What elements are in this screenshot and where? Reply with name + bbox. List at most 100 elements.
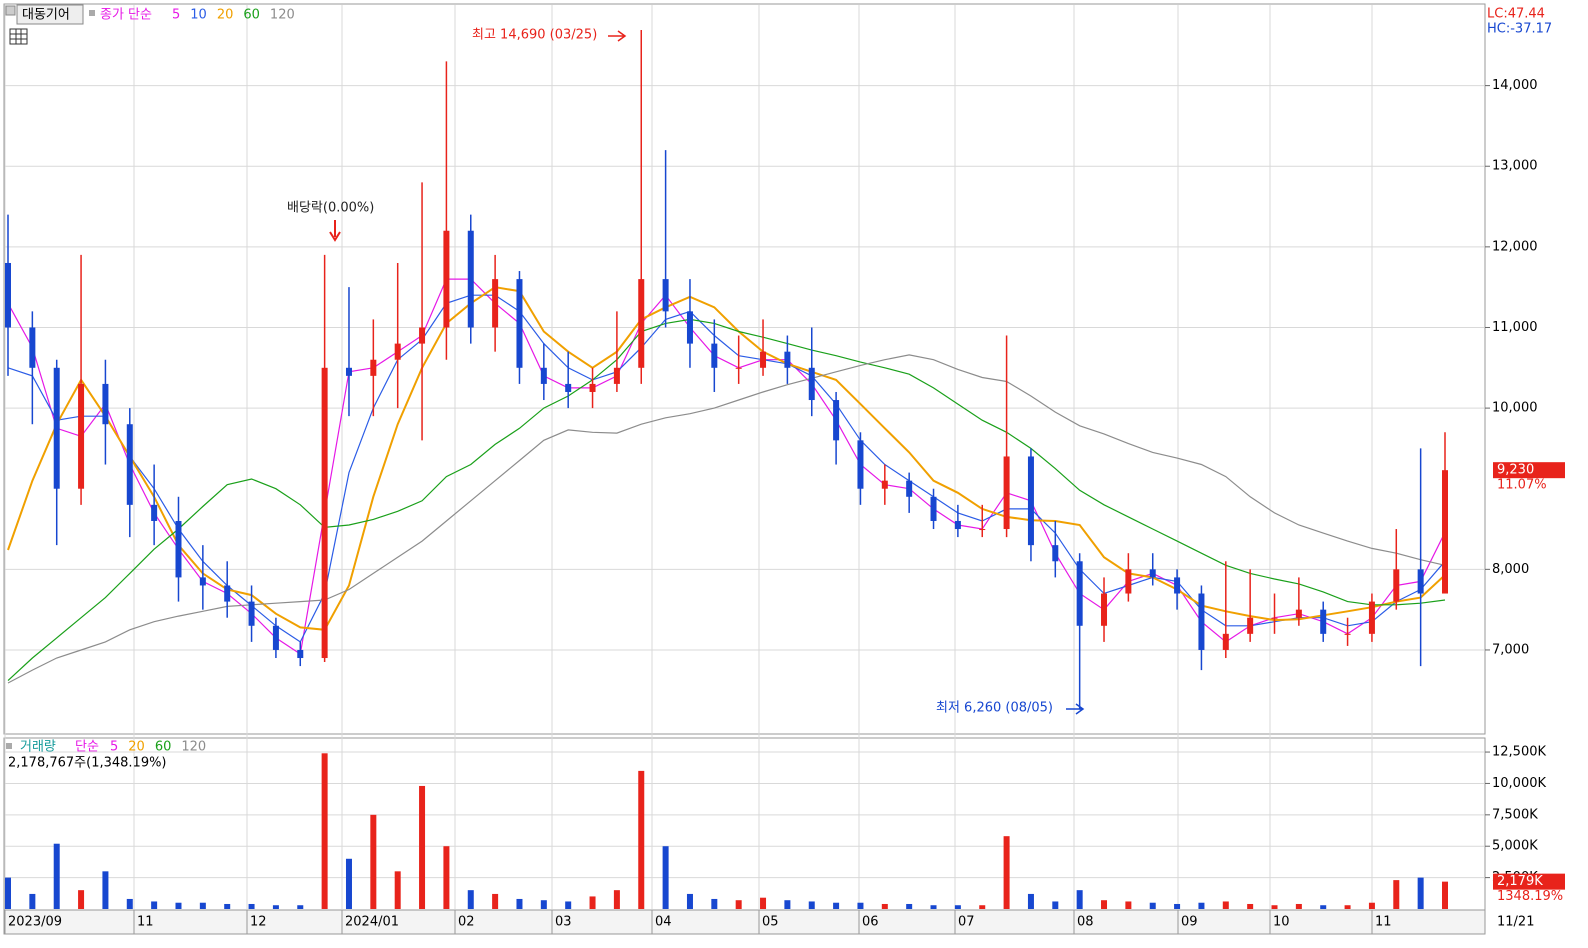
volume-bar	[1076, 890, 1083, 909]
x-tick-label: 11	[1375, 915, 1392, 930]
volume-bar	[686, 893, 693, 909]
stock-button[interactable]	[16, 4, 84, 25]
candle-body	[1442, 470, 1448, 594]
y-tick-label: 13,000	[1492, 159, 1538, 174]
candle-body	[662, 279, 669, 312]
last-volume-box	[1493, 873, 1565, 890]
candle-body	[126, 424, 133, 505]
candle-body	[1271, 617, 1278, 619]
candle-body	[467, 230, 474, 328]
volume-bar	[784, 900, 791, 909]
candle-body	[175, 520, 182, 578]
volume-bar	[613, 890, 620, 909]
volume-bar	[1344, 905, 1351, 909]
volume-ma-legend-item: 120	[181, 740, 206, 755]
candle-body	[638, 279, 645, 368]
candle-body	[272, 625, 279, 650]
y-tick-label: 7,000	[1492, 642, 1529, 657]
volume-bar	[370, 814, 377, 909]
low-annotation: 최저 6,260 (08/05)	[936, 701, 1053, 716]
ma-legend-label: 종가 단순	[100, 8, 152, 23]
ma-legend: 5 10 20 60 120	[172, 8, 295, 23]
volume-bar	[735, 900, 742, 909]
volume-bar	[1442, 881, 1448, 909]
candle-body	[102, 383, 109, 425]
candle-body	[5, 262, 11, 328]
table-icon[interactable]	[9, 28, 28, 45]
grid	[4, 5, 1484, 934]
volume-bar	[443, 846, 450, 909]
volume-bar	[1027, 893, 1034, 909]
volume-legend-sub: 단순	[75, 740, 99, 755]
candle-body	[833, 400, 840, 441]
last-price-box	[1493, 462, 1565, 479]
candle-body	[954, 520, 961, 530]
volume-bar	[808, 901, 815, 909]
lc-label: LC:47.44	[1487, 7, 1545, 22]
y-tick-label: 10,000	[1492, 401, 1538, 416]
volume-info: 2,178,767주(1,348.19%)	[8, 756, 167, 771]
volume-bar	[1101, 900, 1108, 909]
icon	[6, 743, 12, 749]
candle-body	[345, 367, 352, 376]
candle-body	[1003, 456, 1010, 530]
volume-bar	[126, 898, 133, 909]
volume-tick-label: 7,500K	[1492, 807, 1538, 822]
volume-bar	[175, 902, 182, 909]
candle-body	[321, 367, 328, 659]
candle-body	[78, 383, 85, 489]
x-tick-label: 02	[458, 915, 475, 930]
volume-bar	[1052, 901, 1059, 909]
volume-bar	[979, 905, 986, 909]
candle-body	[589, 383, 596, 392]
volume-bar	[151, 901, 158, 909]
volume-bar	[906, 903, 913, 909]
last-price: 9,230	[1497, 463, 1534, 478]
ma-legend-item: 20	[217, 8, 234, 23]
price-panel	[3, 3, 1486, 735]
candle-body	[151, 504, 158, 521]
volume-bar	[29, 893, 36, 909]
x-tick-label: 12	[250, 915, 267, 930]
volume-bar	[53, 843, 60, 909]
volume-bar	[394, 871, 401, 909]
candle-body	[1174, 577, 1181, 594]
ma-line	[7, 286, 1446, 631]
candle-body	[1320, 609, 1327, 634]
x-tick-label: 11	[137, 915, 154, 930]
volume-bar	[419, 785, 426, 909]
volume-bar	[516, 898, 523, 909]
volume-bar	[662, 846, 669, 909]
candle-body	[419, 327, 426, 344]
volume-ma-legend-item: 20	[128, 740, 145, 755]
candle-body	[224, 585, 231, 602]
volume-bar	[1222, 901, 1229, 909]
candle-body	[784, 351, 791, 368]
volume-legend-label: 거래량	[20, 740, 56, 755]
candle-body	[394, 343, 401, 360]
x-tick-label: 03	[555, 915, 572, 930]
candle-body	[1076, 561, 1083, 626]
volume-bar	[248, 903, 255, 909]
candle-body	[370, 359, 377, 376]
candle-body	[1368, 601, 1375, 634]
candle-body	[906, 480, 913, 497]
volume-bar	[954, 905, 961, 909]
volume-bar	[102, 871, 109, 909]
volume-bar	[833, 902, 840, 909]
candle-body	[516, 279, 523, 368]
candle-body	[1393, 569, 1400, 602]
arrow	[608, 30, 627, 42]
volume-bar	[930, 905, 937, 909]
candle-body	[1344, 633, 1351, 635]
ma-legend-item: 10	[190, 8, 207, 23]
candle-body	[443, 230, 450, 328]
y-tick-label: 14,000	[1492, 78, 1538, 93]
y-tick-label: 12,000	[1492, 239, 1538, 254]
volume-bar	[297, 905, 304, 909]
stock-name[interactable]: 대동기어	[22, 8, 70, 23]
candle-body	[1052, 545, 1059, 562]
candle-body	[1149, 569, 1156, 578]
volume-ma-legend-item: 5	[110, 740, 118, 755]
